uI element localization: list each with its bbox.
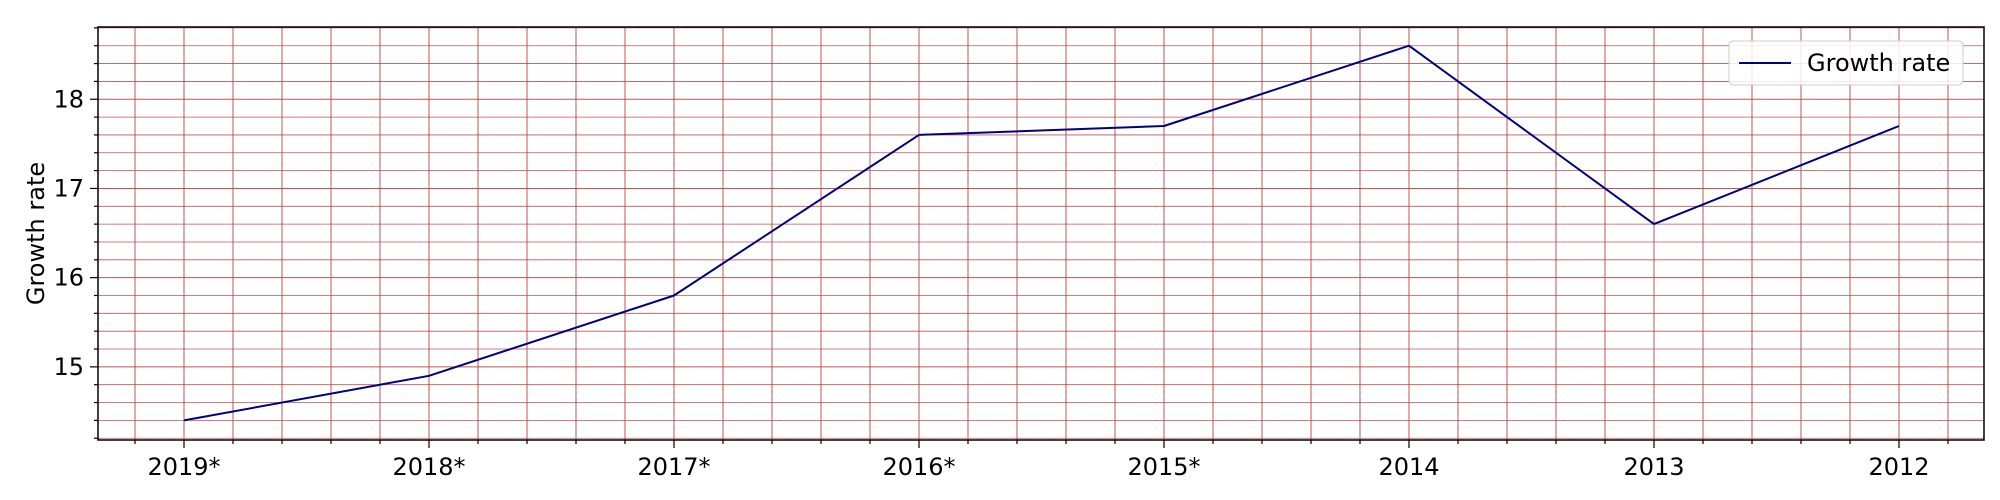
grid [98, 27, 1984, 440]
x-tick-label: 2019* [147, 453, 220, 481]
series-line-growth-rate [183, 44, 1900, 422]
series [183, 44, 1900, 422]
y-axis: 15 16 17 18 [53, 27, 98, 439]
legend: Growth rate [1728, 40, 1964, 86]
x-tick-label: 2013 [1623, 453, 1684, 481]
x-tick-label: 2015* [1127, 453, 1200, 481]
x-tick-label: 2016* [882, 453, 955, 481]
x-tick-label: 2014 [1378, 453, 1439, 481]
y-axis-label: Growth rate [22, 162, 50, 305]
y-tick-label: 16 [53, 264, 84, 292]
plot-area-frame [97, 26, 1985, 441]
y-tick-label: 17 [53, 174, 84, 202]
x-axis: 2019* 2018* 2017* 2016* 2015* 2014 2013 2012 [134, 440, 1949, 481]
y-tick-label: 18 [53, 85, 84, 113]
legend-box [1728, 40, 1964, 86]
y-tick-label: 15 [53, 353, 84, 381]
x-tick-label: 2012 [1868, 453, 1929, 481]
legend-label: Growth rate [1807, 49, 1950, 77]
x-tick-label: 2018* [392, 453, 465, 481]
x-tick-label: 2017* [637, 453, 710, 481]
